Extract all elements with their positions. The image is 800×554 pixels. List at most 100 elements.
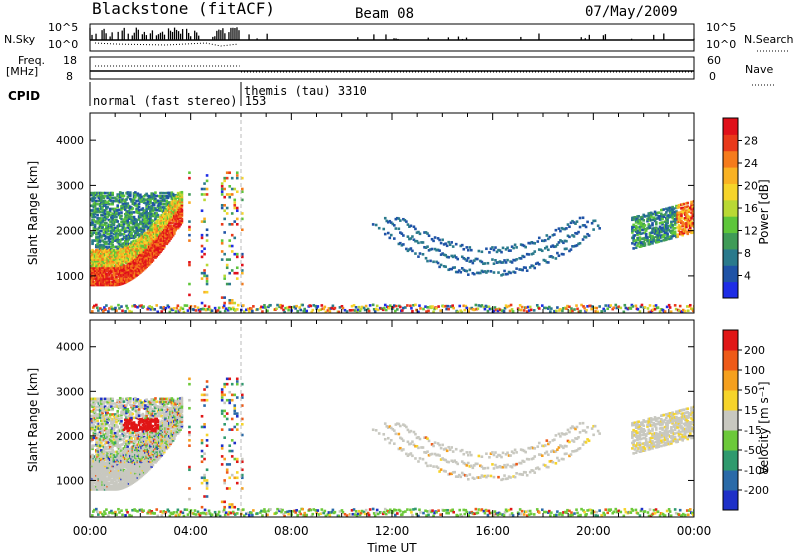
echo-cell bbox=[644, 234, 648, 238]
echo-cell bbox=[131, 207, 135, 210]
echo-cell bbox=[581, 224, 585, 227]
echo-cell bbox=[111, 455, 114, 458]
echo-cell bbox=[103, 410, 107, 413]
echo-cell bbox=[519, 268, 523, 271]
echo-cell bbox=[235, 190, 239, 194]
echo-cell bbox=[108, 210, 112, 214]
echo-cell bbox=[388, 236, 392, 240]
echo-cell bbox=[448, 243, 452, 247]
echo-cell bbox=[108, 403, 112, 407]
echo-cell bbox=[113, 207, 117, 211]
echo-cell bbox=[162, 207, 166, 211]
echo-cell bbox=[154, 191, 157, 194]
echo-cell bbox=[159, 250, 162, 254]
echo-cell bbox=[466, 256, 470, 260]
echo-cell bbox=[477, 249, 481, 253]
echo-cell bbox=[93, 226, 97, 230]
echo-cell bbox=[97, 442, 101, 446]
echo-cell bbox=[136, 192, 140, 196]
echo-cell bbox=[686, 309, 690, 313]
echo-cell bbox=[682, 202, 686, 206]
echo-cell bbox=[671, 229, 674, 232]
echo-cell bbox=[168, 201, 171, 204]
echo-cell bbox=[91, 232, 94, 236]
freq-trace bbox=[90, 65, 694, 73]
echo-cell bbox=[113, 442, 117, 446]
echo-cell bbox=[166, 240, 170, 244]
echo-cell bbox=[134, 202, 137, 205]
echo-cell bbox=[266, 309, 269, 313]
echo-cell bbox=[473, 272, 476, 276]
echo-cell bbox=[127, 237, 131, 241]
echo-cell bbox=[90, 417, 93, 421]
echo-cell bbox=[200, 301, 204, 305]
echo-cell bbox=[168, 310, 172, 313]
echo-cell bbox=[358, 309, 362, 313]
echo-cell bbox=[634, 246, 638, 250]
echo-cell bbox=[668, 306, 672, 309]
echo-cell bbox=[671, 216, 674, 220]
echo-cell bbox=[672, 219, 676, 223]
echo-cell bbox=[604, 304, 608, 307]
echo-cell bbox=[127, 223, 131, 227]
echo-cell bbox=[164, 239, 167, 242]
echo-cell bbox=[223, 209, 226, 213]
echo-cell bbox=[492, 271, 496, 274]
echo-cell bbox=[180, 209, 184, 213]
echo-cell bbox=[116, 441, 120, 444]
echo-cell bbox=[182, 310, 186, 313]
echo-cell bbox=[112, 215, 116, 219]
echo-cell bbox=[683, 229, 687, 233]
echo-cell bbox=[594, 310, 597, 313]
echo-cell bbox=[102, 408, 106, 412]
echo-cell bbox=[338, 306, 342, 309]
echo-cell bbox=[91, 310, 94, 313]
echo-cell bbox=[130, 236, 133, 240]
echo-cell bbox=[414, 227, 417, 231]
echo-cell bbox=[393, 237, 396, 240]
echo-cell bbox=[374, 223, 378, 227]
echo-cell bbox=[577, 242, 580, 246]
echo-cell bbox=[241, 176, 244, 180]
echo-cell bbox=[118, 445, 122, 448]
echo-cell bbox=[421, 252, 425, 256]
echo-cell bbox=[690, 202, 693, 206]
echo-cell bbox=[670, 236, 673, 240]
echo-cell bbox=[129, 398, 132, 402]
freq-tick-top: 18 bbox=[63, 54, 77, 67]
echo-cell bbox=[228, 239, 232, 242]
echo-cell bbox=[660, 216, 663, 219]
echo-cell bbox=[147, 237, 151, 241]
echo-cell bbox=[682, 208, 686, 211]
echo-cell bbox=[521, 254, 524, 258]
echo-cell bbox=[646, 236, 649, 239]
echo-cell bbox=[471, 261, 475, 265]
echo-cell bbox=[497, 248, 500, 252]
echo-cell bbox=[200, 236, 204, 240]
echo-cell bbox=[103, 400, 107, 404]
echo-cell bbox=[100, 199, 103, 203]
echo-cell bbox=[132, 198, 136, 201]
echo-cell bbox=[122, 423, 126, 427]
echo-cell bbox=[524, 245, 527, 249]
echo-cell bbox=[113, 456, 117, 460]
echo-cell bbox=[118, 233, 122, 237]
echo-cell bbox=[112, 307, 115, 311]
echo-cell bbox=[173, 224, 176, 227]
echo-cell bbox=[165, 228, 169, 231]
echo-cell bbox=[525, 252, 529, 256]
echo-cell bbox=[121, 220, 125, 224]
echo-cell bbox=[110, 270, 113, 274]
echo-cell bbox=[357, 305, 361, 309]
echo-cell bbox=[658, 225, 662, 229]
echo-cell bbox=[691, 223, 694, 227]
echo-cell bbox=[103, 213, 107, 217]
echo-cell bbox=[636, 244, 639, 247]
echo-cell bbox=[681, 233, 685, 237]
echo-cell bbox=[91, 248, 94, 252]
echo-cell bbox=[131, 304, 134, 308]
echo-cell bbox=[116, 425, 120, 429]
echo-cell bbox=[677, 216, 681, 220]
y-tick-label: 3000 bbox=[56, 179, 84, 192]
echo-cell bbox=[513, 271, 517, 274]
